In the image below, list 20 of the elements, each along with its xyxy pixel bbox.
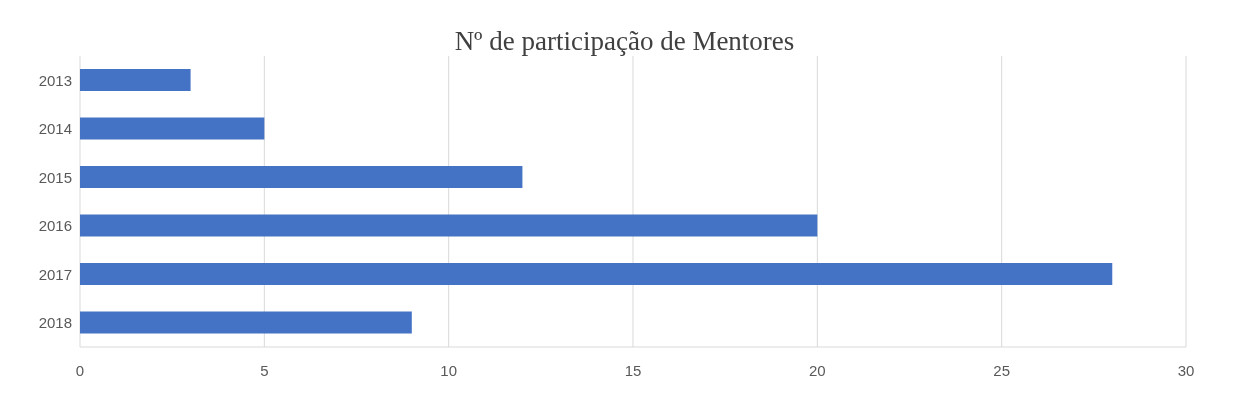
bar (80, 69, 191, 92)
bar (80, 117, 265, 140)
y-tick-label: 2014 (38, 120, 72, 138)
x-tick-label: 0 (75, 361, 85, 379)
y-tick-label: 2016 (38, 217, 72, 235)
bar (80, 263, 1113, 286)
x-tick-label: 25 (993, 361, 1011, 379)
y-tick-label: 2018 (38, 314, 72, 332)
bar (80, 311, 412, 334)
x-tick-label: 15 (624, 361, 642, 379)
y-tick-label: 2015 (38, 168, 72, 186)
x-tick-label: 10 (440, 361, 458, 379)
y-tick-label: 2017 (38, 265, 72, 283)
x-tick-label: 30 (1177, 361, 1195, 379)
y-tick-label: 2013 (38, 71, 72, 89)
x-tick-label: 5 (260, 361, 269, 379)
bar (80, 214, 818, 237)
x-tick-label: 20 (808, 361, 826, 379)
bar (80, 166, 523, 189)
chart-title: Nº de participação de Mentores (453, 26, 796, 57)
